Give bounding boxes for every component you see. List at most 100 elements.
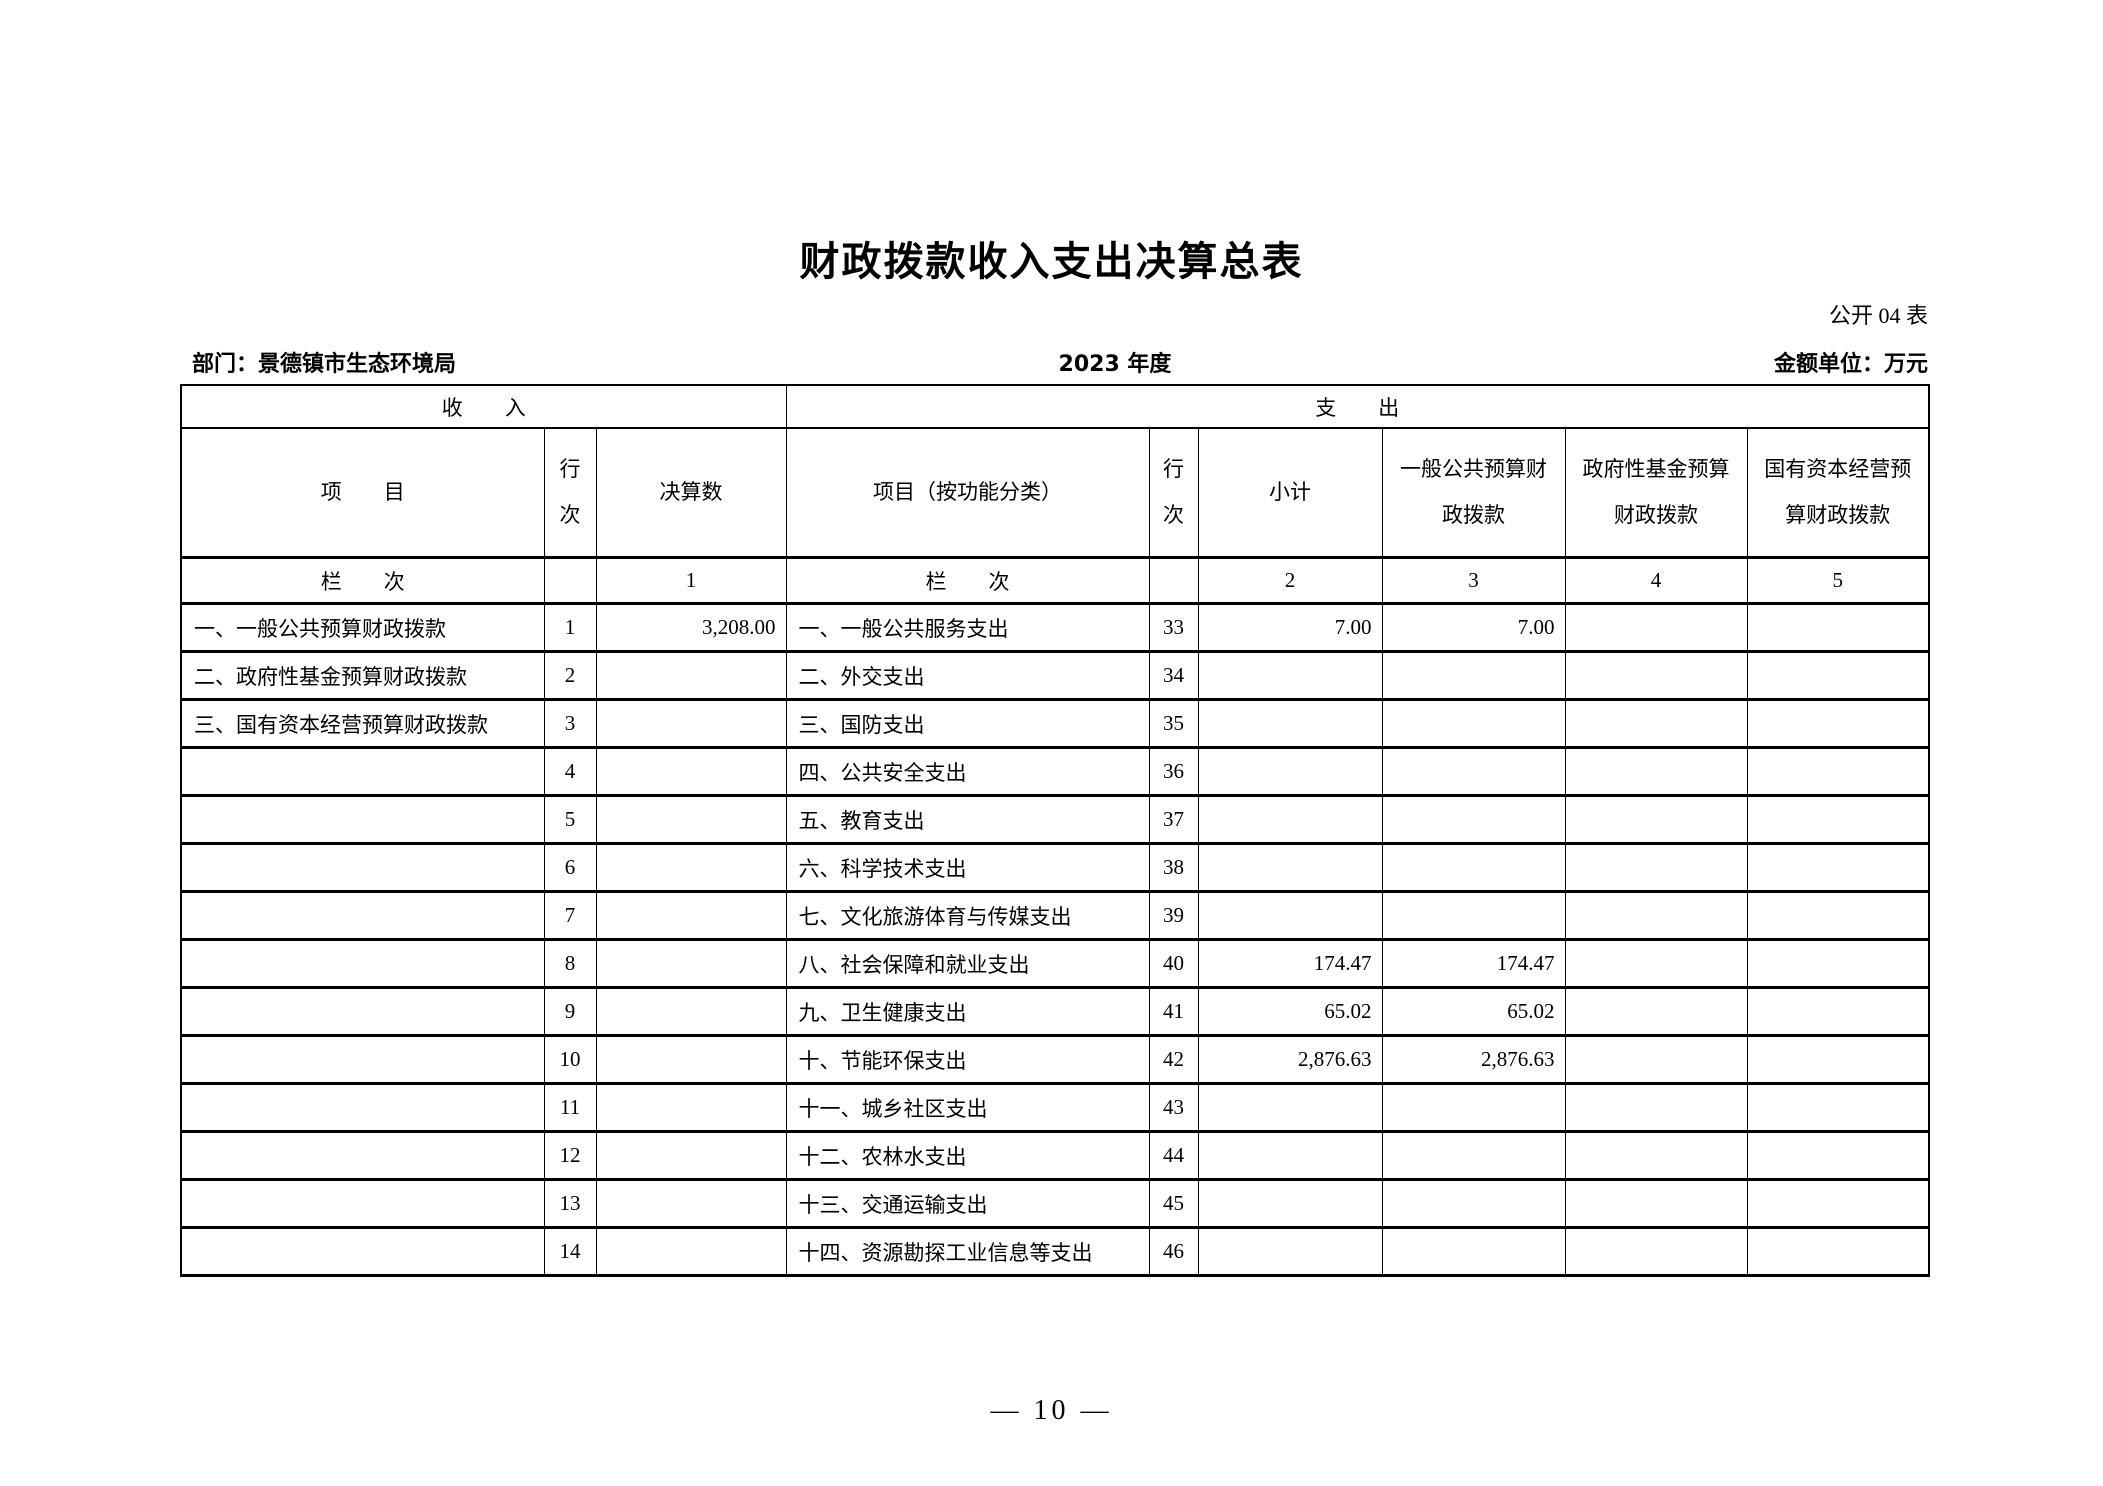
subtotal-index-cell: 2 (1197, 557, 1383, 605)
income-item-cell (180, 842, 545, 893)
gov-fund-budget-cell (1564, 650, 1748, 701)
general-budget-cell (1381, 794, 1566, 845)
state-capital-budget-cell (1746, 938, 1930, 989)
state-capital-budget-cell (1746, 890, 1930, 941)
final-amount-cell (595, 746, 787, 797)
income-row-no-cell: 9 (543, 986, 597, 1037)
table-row: 14 十四、资源勘探工业信息等支出 46 (180, 1226, 1930, 1277)
expense-row-no-cell: 35 (1148, 698, 1199, 749)
general-budget-cell (1381, 746, 1566, 797)
table-row: 8 八、社会保障和就业支出 40 174.47 174.47 (180, 938, 1930, 989)
gov-fund-budget-cell (1564, 842, 1748, 893)
final-amount-cell (595, 842, 787, 893)
expense-item-cell: 七、文化旅游体育与传媒支出 (785, 890, 1150, 941)
state-capital-budget-cell (1746, 1082, 1930, 1133)
gov-fund-budget-cell (1564, 1034, 1748, 1085)
income-item-cell (180, 794, 545, 845)
col-header-income-item: 项 目 (180, 427, 545, 559)
expense-item-cell: 十四、资源勘探工业信息等支出 (785, 1226, 1150, 1277)
income-row-no-cell: 1 (543, 602, 597, 653)
state-capital-budget-cell (1746, 986, 1930, 1037)
expense-item-cell: 五、教育支出 (785, 794, 1150, 845)
col-header-final-amount: 决算数 (595, 427, 787, 559)
general-budget-cell: 174.47 (1381, 938, 1566, 989)
state-capital-budget-cell (1746, 1130, 1930, 1181)
income-row-no-index-cell (543, 557, 597, 605)
income-section-header: 收 入 (180, 384, 787, 429)
general-budget-cell: 2,876.63 (1381, 1034, 1566, 1085)
expense-item-cell: 八、社会保障和就业支出 (785, 938, 1150, 989)
expense-section-header: 支 出 (785, 384, 1930, 429)
state-capital-budget-cell (1746, 650, 1930, 701)
fiscal-year-label: 2023 年度 (1058, 352, 1172, 377)
general-budget-cell: 7.00 (1381, 602, 1566, 653)
col-header-state-capital-budget: 国有资本经营预算财政拨款 (1746, 427, 1930, 559)
final-amount-cell (595, 698, 787, 749)
final-amount-cell (595, 794, 787, 845)
expense-row-no-cell: 33 (1148, 602, 1199, 653)
expense-row-no-cell: 42 (1148, 1034, 1199, 1085)
table-row: 10 十、节能环保支出 42 2,876.63 2,876.63 (180, 1034, 1930, 1085)
income-row-no-cell: 10 (543, 1034, 597, 1085)
income-item-cell: 一、一般公共预算财政拨款 (180, 602, 545, 653)
table-row: 13 十三、交通运输支出 45 (180, 1178, 1930, 1229)
subtotal-cell (1197, 1178, 1383, 1229)
income-item-cell (180, 890, 545, 941)
final-amount-index-cell: 1 (595, 557, 787, 605)
income-row-no-cell: 5 (543, 794, 597, 845)
state-capital-budget-cell (1746, 746, 1930, 797)
expense-item-cell: 十、节能环保支出 (785, 1034, 1150, 1085)
income-row-no-cell: 11 (543, 1082, 597, 1133)
income-item-cell (180, 986, 545, 1037)
subtotal-cell (1197, 794, 1383, 845)
expense-item-cell: 四、公共安全支出 (785, 746, 1150, 797)
gov-fund-budget-cell (1564, 1082, 1748, 1133)
subtotal-cell (1197, 890, 1383, 941)
table-row: 5 五、教育支出 37 (180, 794, 1930, 845)
general-budget-cell (1381, 1226, 1566, 1277)
expense-row-no-cell: 45 (1148, 1178, 1199, 1229)
general-budget-index-cell: 3 (1381, 557, 1566, 605)
table-row: 三、国有资本经营预算财政拨款 3 三、国防支出 35 (180, 698, 1930, 749)
gov-fund-budget-cell (1564, 890, 1748, 941)
expense-row-no-index-cell (1148, 557, 1199, 605)
income-item-cell (180, 938, 545, 989)
table-row: 一、一般公共预算财政拨款 1 3,208.00 一、一般公共服务支出 33 7.… (180, 602, 1930, 653)
meta-row: 部门：景德镇市生态环境局 2023 年度 金额单位：万元 (180, 352, 1928, 378)
table-row: 11 十一、城乡社区支出 43 (180, 1082, 1930, 1133)
income-row-no-cell: 8 (543, 938, 597, 989)
expense-item-cell: 一、一般公共服务支出 (785, 602, 1150, 653)
department-label: 部门：景德镇市生态环境局 (192, 352, 457, 377)
subtotal-cell (1197, 698, 1383, 749)
col-header-expense-item: 项目（按功能分类） (785, 427, 1150, 559)
expense-row-no-cell: 34 (1148, 650, 1199, 701)
final-amount-cell (595, 1082, 787, 1133)
subtotal-cell (1197, 1082, 1383, 1133)
row-no-char-top: 行 (1163, 457, 1184, 482)
general-budget-cell: 65.02 (1381, 986, 1566, 1037)
gov-fund-budget-cell (1564, 794, 1748, 845)
form-code-label: 公开 04 表 (1828, 303, 1928, 328)
income-row-no-cell: 6 (543, 842, 597, 893)
income-item-cell (180, 1034, 545, 1085)
budget-table: 收 入 支 出 项 目 行 次 决算数 项目（按功能分类） 行 次 小计 一般公… (180, 384, 1930, 1277)
general-budget-cell (1381, 650, 1566, 701)
subtotal-cell (1197, 842, 1383, 893)
gov-fund-budget-cell (1564, 746, 1748, 797)
table-row: 6 六、科学技术支出 38 (180, 842, 1930, 893)
expense-item-cell: 九、卫生健康支出 (785, 986, 1150, 1037)
table-row: 12 十二、农林水支出 44 (180, 1130, 1930, 1181)
state-capital-budget-cell (1746, 1226, 1930, 1277)
final-amount-cell (595, 1226, 787, 1277)
expense-row-no-cell: 40 (1148, 938, 1199, 989)
final-amount-cell (595, 986, 787, 1037)
general-budget-cell (1381, 890, 1566, 941)
gov-fund-budget-cell (1564, 1130, 1748, 1181)
expense-column-index-label: 栏 次 (785, 557, 1150, 605)
row-no-char-bottom: 次 (559, 502, 581, 527)
column-index-row: 栏 次 1 栏 次 2 3 4 5 (180, 557, 1930, 605)
state-capital-budget-cell (1746, 842, 1930, 893)
document-page: 财政拨款收入支出决算总表 公开 04 表 部门：景德镇市生态环境局 2023 年… (180, 239, 1930, 1426)
row-no-char-top: 行 (559, 457, 581, 482)
gov-fund-budget-cell (1564, 1226, 1748, 1277)
